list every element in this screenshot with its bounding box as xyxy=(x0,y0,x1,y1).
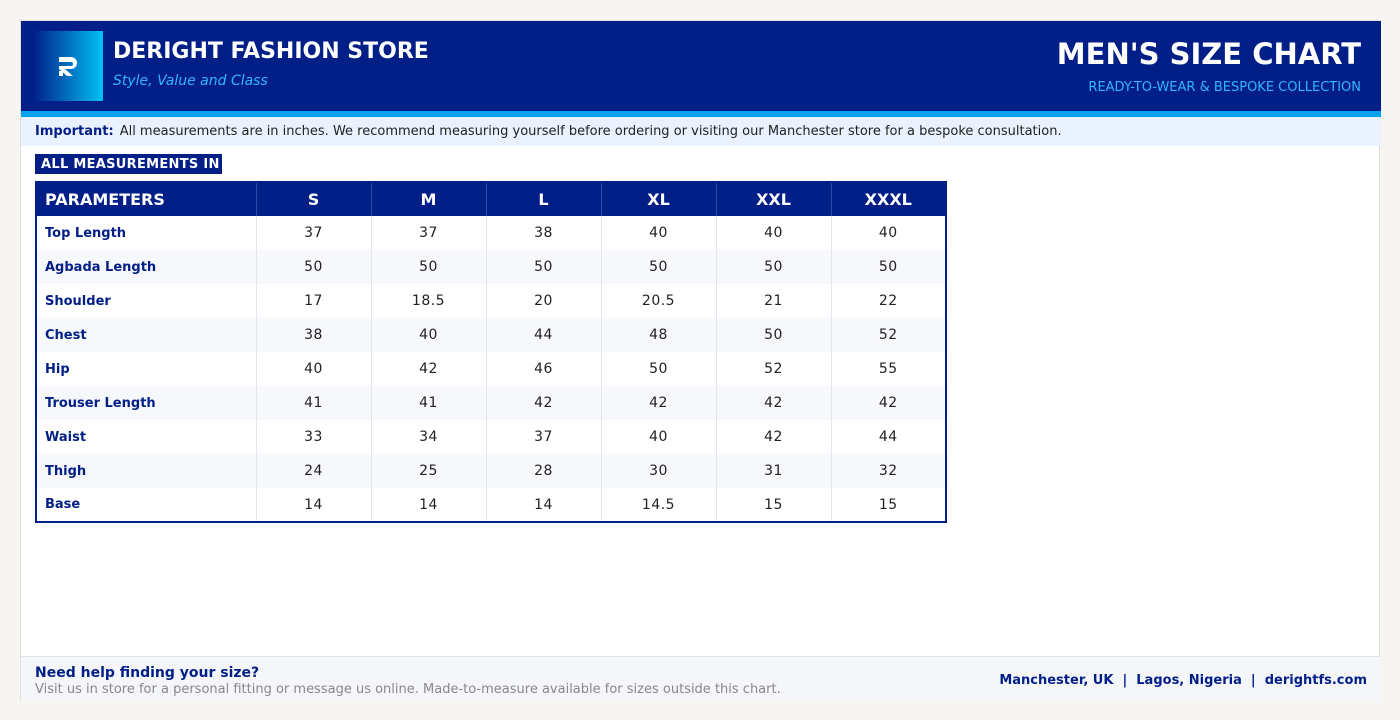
column-header: XXL xyxy=(716,182,832,216)
chart-title: MEN'S SIZE CHART xyxy=(1056,37,1361,71)
measurement-cell: 50 xyxy=(716,250,832,284)
measurement-cell: 15 xyxy=(716,488,832,522)
measurement-cell: 38 xyxy=(256,318,372,352)
measurement-cell: 14 xyxy=(486,488,602,522)
measurement-cell: 18.5 xyxy=(371,284,487,318)
measurement-cell: 20 xyxy=(486,284,602,318)
parameter-cell: Chest xyxy=(36,318,257,352)
table-row: Thigh 24 25 28 30 31 32 xyxy=(36,454,947,488)
measurement-cell: 52 xyxy=(716,352,832,386)
table-row: Trouser Length 41 41 42 42 42 42 xyxy=(36,386,947,420)
column-header: PARAMETERS xyxy=(36,182,257,216)
table-row: Hip 40 42 46 50 52 55 xyxy=(36,352,947,386)
measurement-cell: 15 xyxy=(831,488,947,522)
measurement-cell: 40 xyxy=(716,216,832,250)
measurement-cell: 42 xyxy=(601,386,717,420)
measurement-cell: 14.5 xyxy=(601,488,717,522)
header: DERIGHT FASHION STORE Style, Value and C… xyxy=(21,21,1381,111)
measurement-cell: 44 xyxy=(486,318,602,352)
parameter-cell: Trouser Length xyxy=(36,386,257,420)
measurement-cell: 40 xyxy=(601,420,717,454)
size-table: PARAMETERS S M L XL XXL XXXL Top Length 37 37 38 40… xyxy=(35,181,947,523)
measurement-cell: 41 xyxy=(256,386,372,420)
measurement-cell: 32 xyxy=(831,454,947,488)
parameter-cell: Agbada Length xyxy=(36,250,257,284)
measurement-cell: 22 xyxy=(831,284,947,318)
measurement-cell: 46 xyxy=(486,352,602,386)
measurement-cell: 14 xyxy=(371,488,487,522)
measurement-cell: 14 xyxy=(256,488,372,522)
measurement-cell: 37 xyxy=(256,216,372,250)
measurement-cell: 50 xyxy=(601,352,717,386)
measurement-cell: 33 xyxy=(256,420,372,454)
parameter-cell: Top Length xyxy=(36,216,257,250)
measurement-cell: 44 xyxy=(831,420,947,454)
measurement-cell: 50 xyxy=(486,250,602,284)
footer: Need help finding your size? Visit us in… xyxy=(21,656,1381,701)
notice: Important: All measurements are in inches… xyxy=(21,117,1381,146)
column-header: XXXL xyxy=(831,182,947,216)
measurement-cell: 50 xyxy=(256,250,372,284)
measurement-cell: 40 xyxy=(371,318,487,352)
measurement-cell: 20.5 xyxy=(601,284,717,318)
measurement-cell: 21 xyxy=(716,284,832,318)
measurement-cell: 31 xyxy=(716,454,832,488)
badge: ALL MEASUREMENTS IN INCHES xyxy=(35,154,222,174)
tagline: Style, Value and Class xyxy=(113,73,268,89)
measurement-cell: 50 xyxy=(371,250,487,284)
table-row: Shoulder 17 18.5 20 20.5 21 22 xyxy=(36,284,947,318)
column-header: L xyxy=(486,182,602,216)
parameter-cell: Base xyxy=(36,488,257,522)
measurement-cell: 24 xyxy=(256,454,372,488)
table-row: Waist 33 34 37 40 42 44 xyxy=(36,420,947,454)
measurement-cell: 41 xyxy=(371,386,487,420)
measurement-cell: 34 xyxy=(371,420,487,454)
measurement-cell: 50 xyxy=(831,250,947,284)
measurement-cell: 42 xyxy=(716,420,832,454)
measurement-cell: 55 xyxy=(831,352,947,386)
help-title: Need help finding your size? xyxy=(35,665,260,681)
column-header: XL xyxy=(601,182,717,216)
measurement-cell: 40 xyxy=(831,216,947,250)
measurement-cell: 37 xyxy=(371,216,487,250)
measurement-cell: 25 xyxy=(371,454,487,488)
table-row: Agbada Length 50 50 50 50 50 50 xyxy=(36,250,947,284)
measurement-cell: 40 xyxy=(256,352,372,386)
header-row: PARAMETERS S M L XL XXL XXXL xyxy=(36,182,947,216)
accent-stripe xyxy=(21,111,1381,117)
column-header: M xyxy=(371,182,487,216)
logo xyxy=(33,31,103,101)
measurement-cell: 28 xyxy=(486,454,602,488)
notice-text: All measurements are in inches. We recom… xyxy=(119,124,1062,139)
table-row: Base 14 14 14 14.5 15 15 xyxy=(36,488,947,522)
table-row: Top Length 37 37 38 40 40 40 xyxy=(36,216,947,250)
measurement-cell: 38 xyxy=(486,216,602,250)
measurement-cell: 17 xyxy=(256,284,372,318)
notice-label: Important: xyxy=(35,124,114,139)
help-text: Visit us in store for a personal fitting… xyxy=(35,682,781,697)
measurement-cell: 52 xyxy=(831,318,947,352)
parameter-cell: Thigh xyxy=(36,454,257,488)
locations: Manchester, UK | Lagos, Nigeria | derigh… xyxy=(999,673,1367,688)
measurement-cell: 42 xyxy=(831,386,947,420)
measurement-cell: 42 xyxy=(716,386,832,420)
measurement-cell: 42 xyxy=(371,352,487,386)
measurement-cell: 50 xyxy=(716,318,832,352)
size-chart-card: DERIGHT FASHION STORE Style, Value and C… xyxy=(20,20,1381,701)
measurement-cell: 48 xyxy=(601,318,717,352)
store-name: DERIGHT FASHION STORE xyxy=(113,39,429,64)
column-header: S xyxy=(256,182,372,216)
measurement-cell: 30 xyxy=(601,454,717,488)
parameter-cell: Hip xyxy=(36,352,257,386)
measurement-cell: 40 xyxy=(601,216,717,250)
measurement-cell: 50 xyxy=(601,250,717,284)
parameter-cell: Shoulder xyxy=(36,284,257,318)
collection: READY-TO-WEAR & BESPOKE COLLECTION xyxy=(1088,80,1361,95)
table-row: Chest 38 40 44 48 50 52 xyxy=(36,318,947,352)
measurement-cell: 37 xyxy=(486,420,602,454)
parameter-cell: Waist xyxy=(36,420,257,454)
measurement-cell: 42 xyxy=(486,386,602,420)
